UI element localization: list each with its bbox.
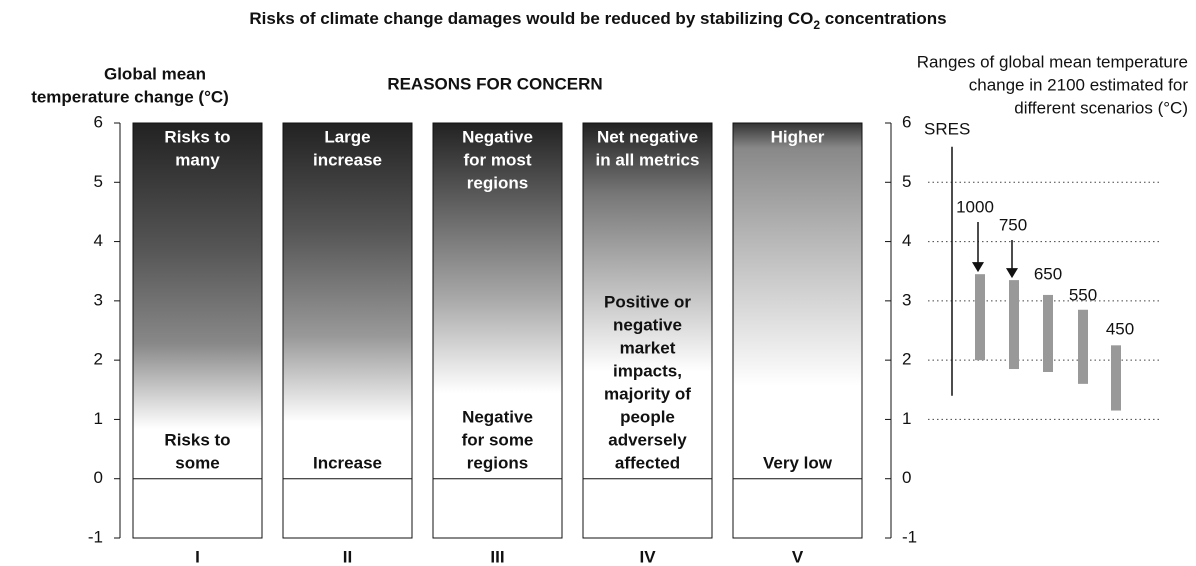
column-top-text: Large [324, 127, 370, 146]
y-tick-label: 2 [94, 350, 103, 369]
y2-tick-label: -1 [902, 527, 917, 546]
scenario-label: 450 [1106, 319, 1134, 338]
column-bottom-text: for some [462, 430, 534, 449]
scenario-bar [1078, 309, 1088, 384]
column-numeral: II [343, 547, 352, 566]
column-bottom-text: people [620, 407, 675, 426]
y2-tick-label: 2 [902, 350, 911, 369]
arrow-head [1006, 268, 1018, 279]
column-top-text: for most [464, 150, 532, 169]
ember-column [283, 123, 412, 479]
chart-title: Risks of climate change damages would be… [249, 9, 946, 32]
y2-tick-label: 3 [902, 290, 911, 309]
scenario-bar [975, 274, 985, 361]
column-top-text: many [175, 150, 220, 169]
column-bottom-text: Very low [763, 453, 833, 472]
column-bottom-text: impacts, [613, 361, 682, 380]
column-numeral: I [195, 547, 200, 566]
column-numeral: III [490, 547, 504, 566]
column-top-text: increase [313, 150, 382, 169]
column-bottom-text: Increase [313, 453, 382, 472]
ember-column [583, 123, 712, 479]
column-bottom-text: market [620, 338, 676, 357]
y2-tick-label: 0 [902, 468, 911, 487]
column-frame [732, 122, 863, 539]
scenario-bar [1111, 345, 1121, 411]
y-tick-label: 6 [94, 112, 103, 131]
column-top-text: Risks to [164, 127, 230, 146]
column-top-text: Net negative [597, 127, 698, 146]
column-bottom-text: regions [467, 453, 528, 472]
column-bottom-text: affected [615, 453, 680, 472]
scenario-label: 650 [1034, 264, 1062, 283]
column-bottom-text: some [175, 453, 219, 472]
y-tick-label: 5 [94, 172, 103, 191]
columns-title: REASONS FOR CONCERN [387, 74, 602, 93]
right-title: Ranges of global mean temperature [917, 52, 1188, 71]
y2-tick-label: 1 [902, 409, 911, 428]
column-bottom-text: negative [613, 315, 682, 334]
y-axis-label: Global mean [104, 64, 206, 83]
ember-column [133, 123, 262, 479]
scenario-bar [1043, 294, 1053, 372]
column-frame [432, 122, 563, 539]
sres-label: SRES [924, 119, 970, 138]
column-top-text: regions [467, 173, 528, 192]
column-top-text: Negative [462, 127, 533, 146]
column-bottom-text: Risks to [164, 430, 230, 449]
column-bottom-text: majority of [604, 384, 691, 403]
ember-column [733, 123, 862, 479]
y-tick-label: -1 [88, 527, 103, 546]
column-numeral: IV [639, 547, 656, 566]
y-tick-label: 3 [94, 290, 103, 309]
column-bottom-text: adversely [608, 430, 687, 449]
column-frame [582, 122, 713, 539]
column-top-text: Higher [771, 127, 825, 146]
column-numeral: V [792, 547, 804, 566]
column-bottom-text: Positive or [604, 292, 691, 311]
scenario-label: 550 [1069, 285, 1097, 304]
scenario-bar [1009, 280, 1019, 370]
y2-tick-label: 5 [902, 172, 911, 191]
y2-tick-label: 6 [902, 112, 911, 131]
y-axis-label: temperature change (°C) [31, 87, 229, 106]
ember-column [433, 123, 562, 479]
column-frame [132, 122, 263, 539]
scenario-label: 750 [999, 215, 1027, 234]
y-tick-label: 1 [94, 409, 103, 428]
y2-tick-label: 4 [902, 231, 911, 250]
arrow-head [972, 262, 984, 273]
column-top-text: in all metrics [596, 150, 700, 169]
y-tick-label: 0 [94, 468, 103, 487]
y-tick-label: 4 [94, 231, 103, 250]
right-title: different scenarios (°C) [1014, 98, 1188, 117]
column-bottom-text: Negative [462, 407, 533, 426]
scenario-label: 1000 [956, 197, 994, 216]
column-frame [282, 122, 413, 539]
right-title: change in 2100 estimated for [969, 75, 1189, 94]
